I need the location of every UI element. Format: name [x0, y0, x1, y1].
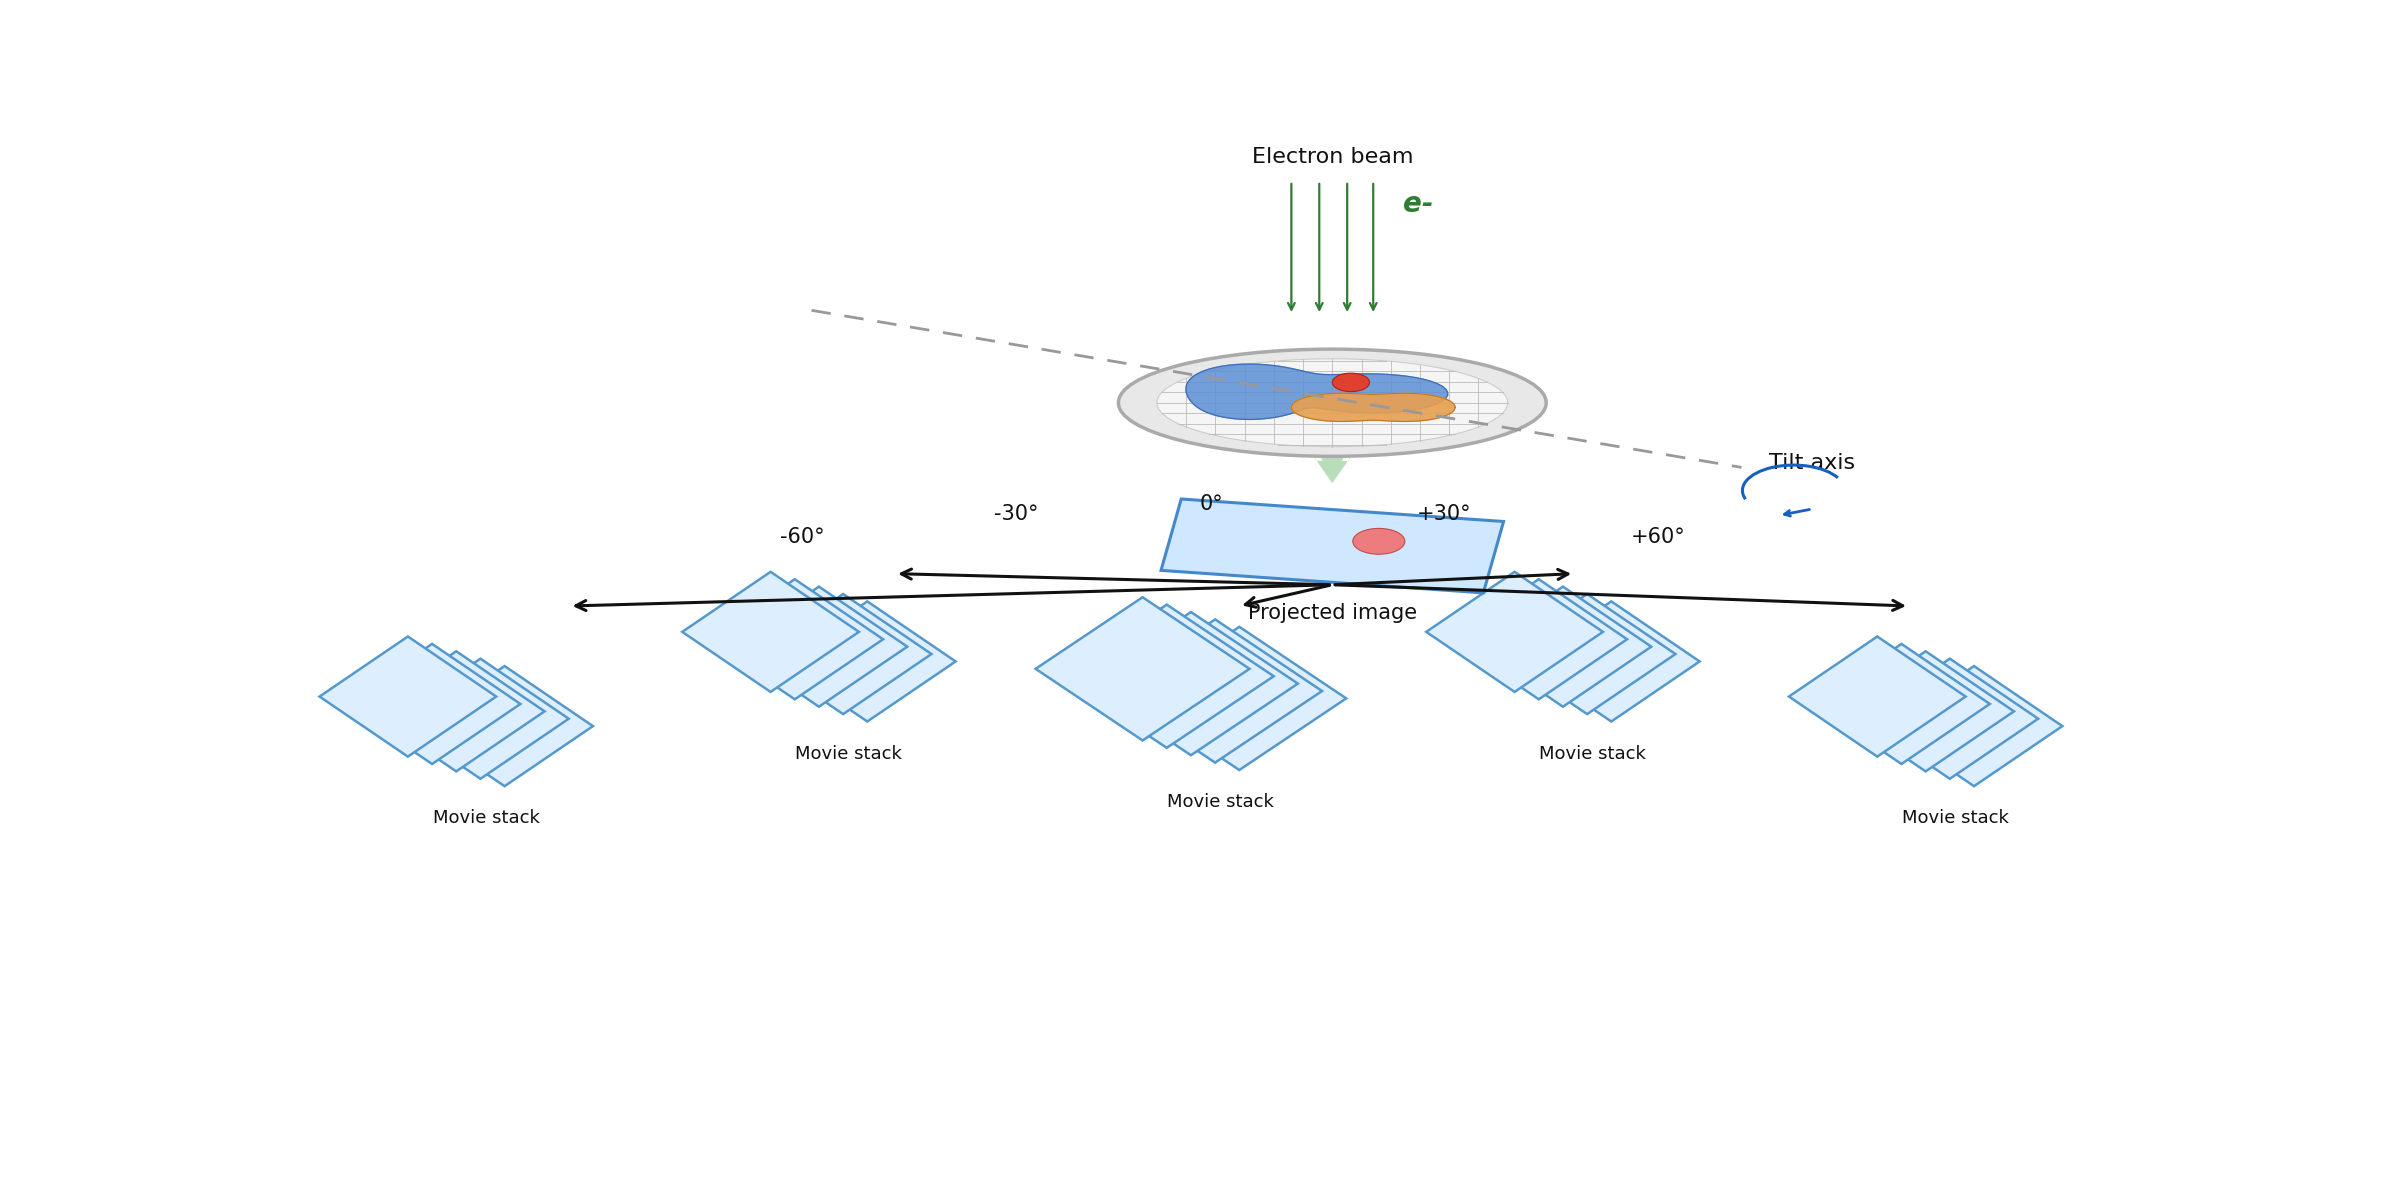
Polygon shape — [1524, 601, 1699, 721]
Text: Movie stack: Movie stack — [794, 744, 902, 763]
Polygon shape — [730, 587, 907, 707]
Text: +60°: +60° — [1630, 527, 1685, 547]
Polygon shape — [1426, 572, 1603, 692]
Ellipse shape — [1157, 359, 1507, 446]
Polygon shape — [1133, 626, 1346, 770]
Polygon shape — [1162, 499, 1502, 593]
Text: Tilt axis: Tilt axis — [1769, 452, 1855, 473]
Polygon shape — [1291, 394, 1454, 421]
Text: Movie stack: Movie stack — [1166, 793, 1274, 811]
Polygon shape — [415, 666, 593, 786]
Text: Movie stack: Movie stack — [432, 809, 540, 827]
Text: e-: e- — [1404, 190, 1433, 218]
Polygon shape — [1037, 598, 1250, 740]
Polygon shape — [319, 636, 497, 757]
Polygon shape — [1886, 666, 2062, 786]
Polygon shape — [343, 644, 521, 764]
Text: +30°: +30° — [1416, 504, 1471, 523]
Polygon shape — [1474, 587, 1651, 707]
Circle shape — [1354, 528, 1404, 554]
Text: Movie stack: Movie stack — [1901, 809, 2009, 827]
Polygon shape — [1085, 612, 1298, 755]
Ellipse shape — [1118, 349, 1546, 456]
Polygon shape — [1788, 636, 1966, 757]
Polygon shape — [1838, 652, 2014, 772]
Polygon shape — [1862, 659, 2038, 779]
Polygon shape — [780, 601, 955, 721]
Text: Electron beam: Electron beam — [1250, 148, 1414, 167]
Text: -30°: -30° — [994, 504, 1039, 523]
Polygon shape — [754, 594, 931, 714]
Polygon shape — [367, 652, 545, 772]
Polygon shape — [1450, 580, 1627, 700]
Polygon shape — [391, 659, 569, 779]
Polygon shape — [1498, 594, 1675, 714]
Circle shape — [1332, 373, 1370, 391]
Text: 0°: 0° — [1200, 494, 1224, 515]
Polygon shape — [1306, 446, 1358, 484]
Text: -60°: -60° — [780, 527, 826, 547]
Polygon shape — [1109, 619, 1322, 763]
Polygon shape — [1186, 364, 1447, 420]
Polygon shape — [1812, 644, 1990, 764]
Text: Movie stack: Movie stack — [1538, 744, 1646, 763]
Polygon shape — [1061, 605, 1274, 748]
Polygon shape — [706, 580, 883, 700]
Polygon shape — [682, 572, 859, 692]
Text: Projected image: Projected image — [1248, 604, 1416, 623]
